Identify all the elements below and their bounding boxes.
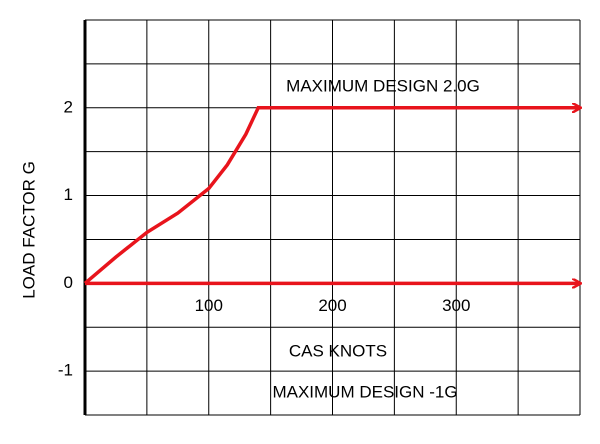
x-tick-label: 300 (442, 296, 470, 315)
y-tick-label: 0 (64, 273, 73, 292)
y-tick-label: 1 (64, 185, 73, 204)
x-tick-label: 100 (195, 296, 223, 315)
data-line (83, 108, 580, 285)
annotation: MAXIMUM DESIGN 2.0G (286, 76, 480, 95)
annotation: MAXIMUM DESIGN -1G (272, 382, 457, 401)
y-tick-label: 2 (64, 97, 73, 116)
y-tick-label: -1 (58, 361, 73, 380)
x-tick-label: 200 (318, 296, 346, 315)
y-axis-label: LOAD FACTOR G (19, 161, 38, 299)
annotation: CAS KNOTS (289, 341, 387, 360)
